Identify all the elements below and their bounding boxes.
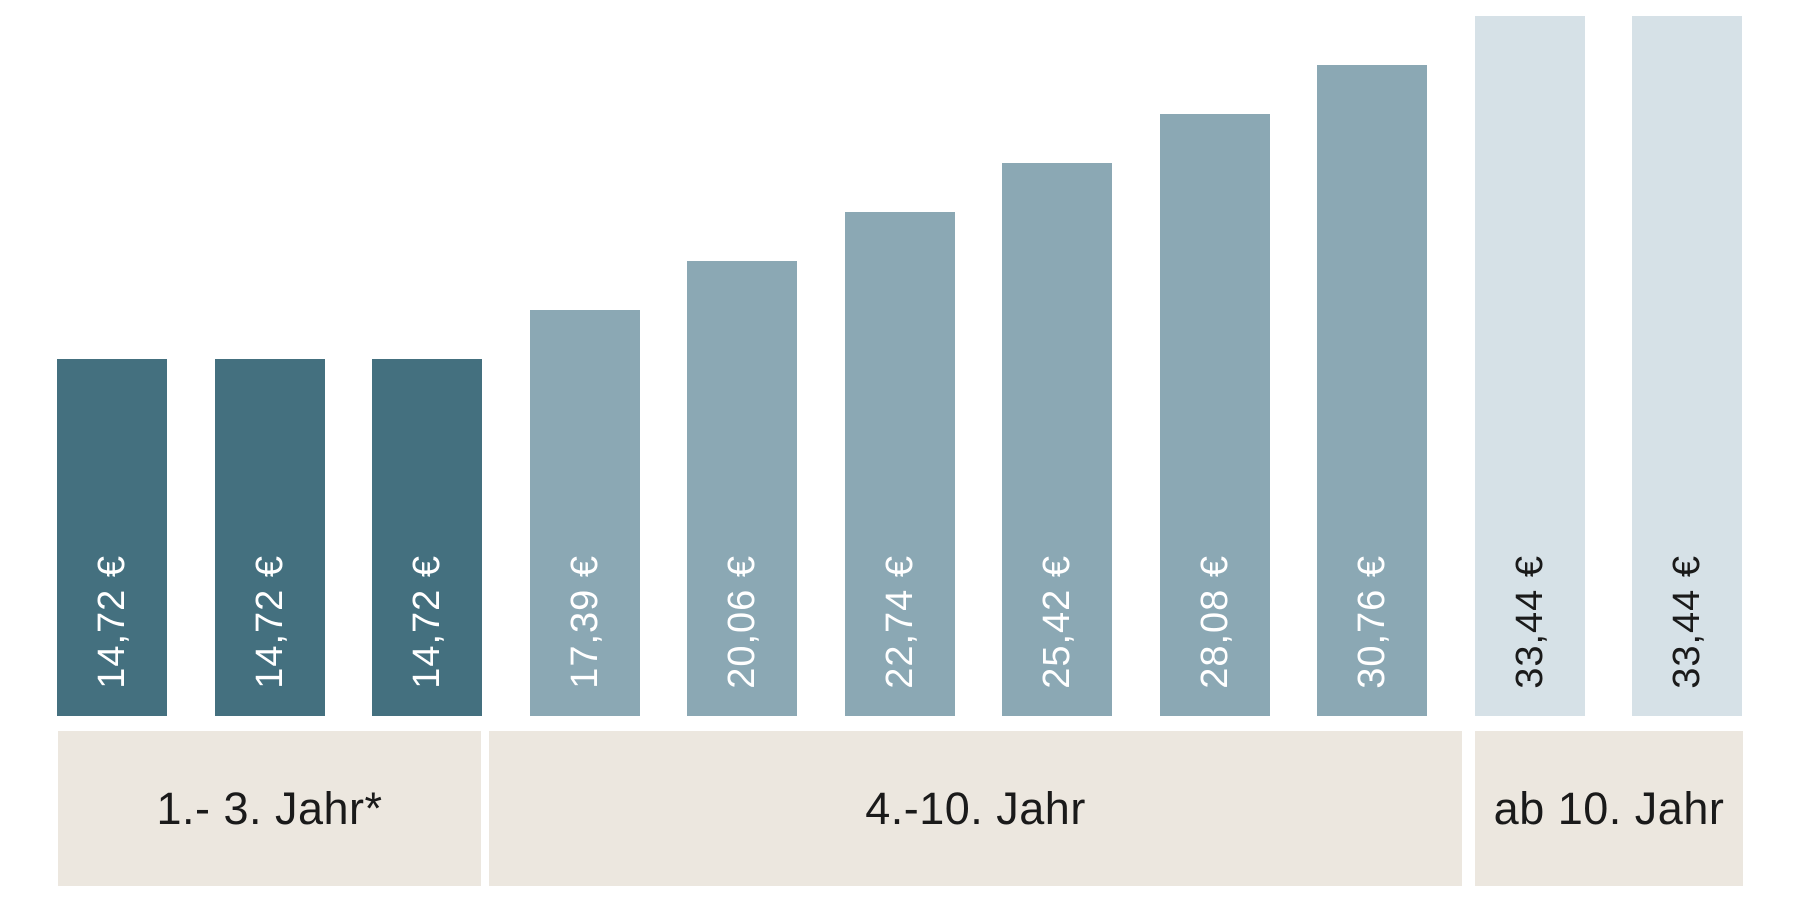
category-label-4-10-jahr: 4.-10. Jahr <box>865 782 1086 834</box>
bar-value-label: 30,76 € <box>1351 555 1393 689</box>
category-label-1-3-jahr: 1.- 3. Jahr* <box>156 782 383 834</box>
bar: 17,39 € <box>530 310 640 716</box>
bar-value-label: 14,72 € <box>91 555 133 689</box>
bar-value-label: 20,06 € <box>721 555 763 689</box>
bar: 28,08 € <box>1160 114 1270 716</box>
bar: 14,72 € <box>57 359 167 716</box>
bar: 14,72 € <box>215 359 325 716</box>
bar: 30,76 € <box>1317 65 1427 716</box>
bar: 33,44 € <box>1475 16 1585 716</box>
category-band-ab-10-jahr: ab 10. Jahr <box>1475 731 1743 886</box>
bar: 25,42 € <box>1002 163 1112 716</box>
category-label-ab-10-jahr: ab 10. Jahr <box>1493 782 1725 834</box>
bar: 20,06 € <box>687 261 797 716</box>
bar-value-label: 25,42 € <box>1036 555 1078 689</box>
bar: 22,74 € <box>845 212 955 716</box>
bar-value-label: 14,72 € <box>406 555 448 689</box>
category-band-4-10-jahr: 4.-10. Jahr <box>489 731 1462 886</box>
bar-value-label: 14,72 € <box>249 555 291 689</box>
category-band-1-3-jahr: 1.- 3. Jahr* <box>58 731 481 886</box>
bar-value-label: 22,74 € <box>879 555 921 689</box>
bar-value-label: 33,44 € <box>1509 555 1551 689</box>
bar-value-label: 28,08 € <box>1194 555 1236 689</box>
bar: 33,44 € <box>1632 16 1742 716</box>
bar-value-label: 33,44 € <box>1666 555 1708 689</box>
bar-value-label: 17,39 € <box>564 555 606 689</box>
bar: 14,72 € <box>372 359 482 716</box>
